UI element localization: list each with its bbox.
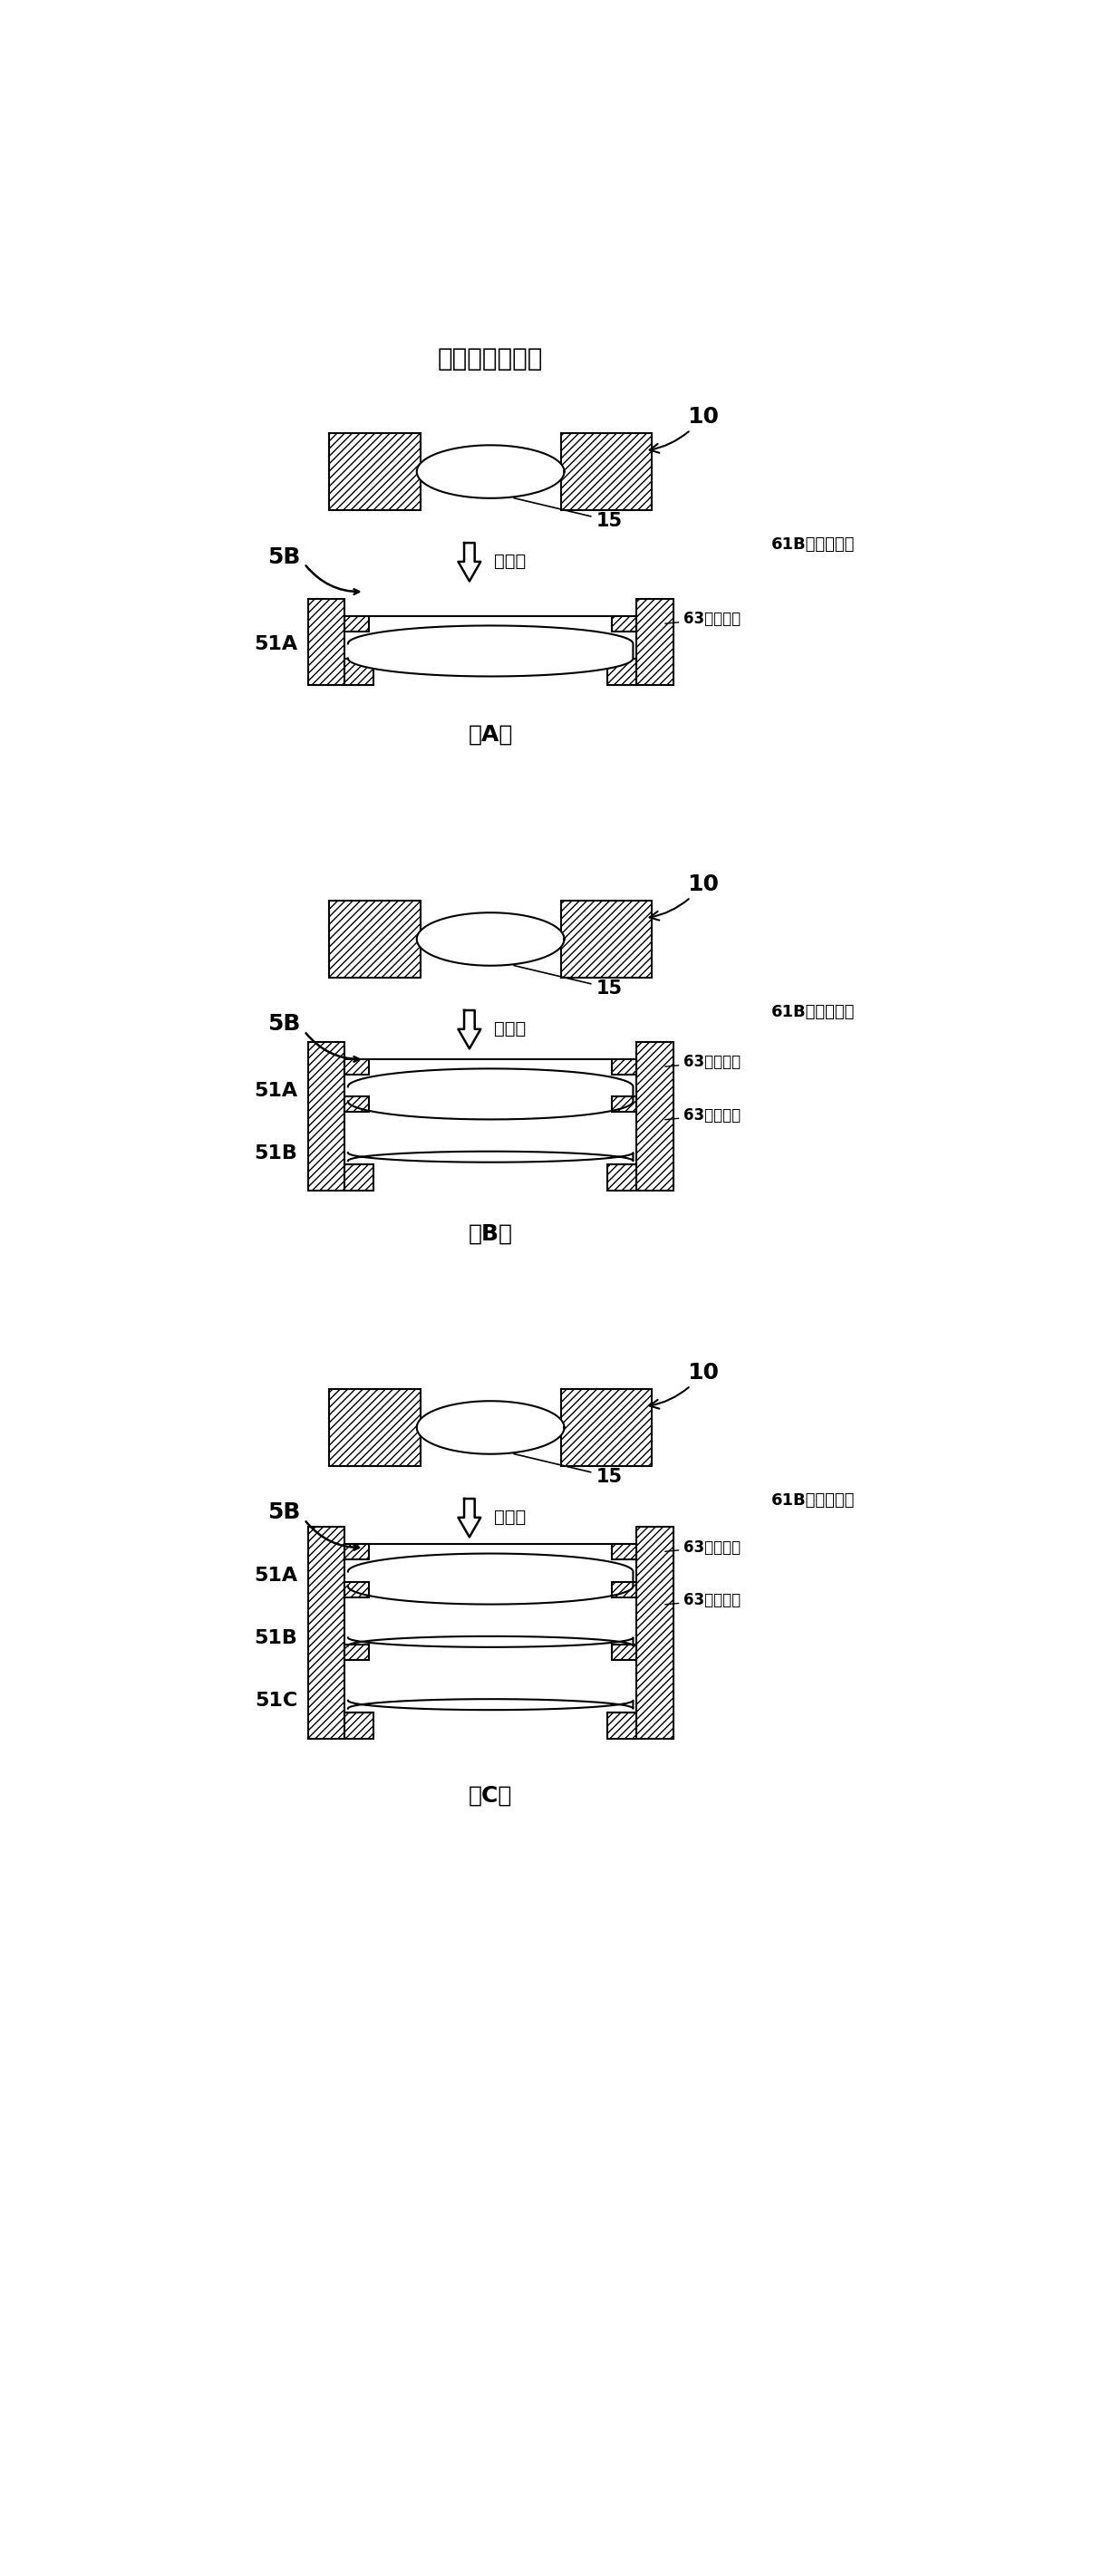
Text: 51B: 51B (254, 1144, 297, 1162)
Text: 15: 15 (514, 966, 623, 997)
Polygon shape (348, 1553, 633, 1605)
Text: 15: 15 (514, 497, 623, 531)
Text: 61B；透镜镜筒: 61B；透镜镜筒 (772, 536, 856, 554)
Bar (344, 1543, 369, 1558)
Text: 63；间隔环: 63；间隔环 (665, 1054, 741, 1072)
Bar (612, 1097, 636, 1113)
Bar (560, 902, 652, 976)
Bar (329, 902, 420, 976)
Text: 10: 10 (649, 404, 719, 453)
Polygon shape (417, 912, 565, 966)
Text: （A）: （A） (468, 724, 512, 744)
Polygon shape (417, 1401, 565, 1453)
Bar (560, 1388, 652, 1466)
Text: 51C: 51C (254, 1692, 297, 1710)
Text: 10: 10 (649, 1363, 719, 1409)
Text: 63；间隔环: 63；间隔环 (665, 611, 741, 629)
Bar (307, 1041, 344, 1190)
Bar (636, 1041, 673, 1190)
Bar (329, 433, 420, 510)
Text: 51A: 51A (254, 1082, 297, 1100)
Text: 10: 10 (649, 873, 719, 920)
Bar (612, 1643, 636, 1659)
Bar (607, 1713, 636, 1739)
Bar (636, 1528, 673, 1739)
Bar (607, 659, 636, 685)
Bar (560, 433, 652, 510)
Bar (612, 1059, 636, 1074)
Text: 5B: 5B (267, 1502, 301, 1522)
Bar (607, 1164, 636, 1190)
Text: 61B；透镜镜筒: 61B；透镜镜筒 (772, 1492, 856, 1510)
Bar (344, 1097, 369, 1113)
Text: 63；间隔环: 63；间隔环 (665, 1592, 741, 1607)
Text: 51A: 51A (254, 1566, 297, 1584)
Text: 15: 15 (514, 1453, 623, 1486)
Text: （B）: （B） (468, 1224, 512, 1244)
Text: 51A: 51A (254, 634, 297, 654)
Polygon shape (348, 626, 633, 677)
Text: 61B；透镜镜筒: 61B；透镜镜筒 (772, 1005, 856, 1020)
Text: 从上测定的情况: 从上测定的情况 (438, 345, 544, 371)
Bar (329, 1388, 420, 1466)
Text: 63；间隔环: 63；间隔环 (665, 1108, 741, 1123)
Bar (344, 659, 374, 685)
Polygon shape (458, 1499, 480, 1538)
Bar (612, 1582, 636, 1597)
Text: 测定光: 测定光 (494, 1507, 526, 1525)
Bar (636, 598, 673, 685)
Text: （C）: （C） (469, 1785, 512, 1806)
Polygon shape (458, 1010, 480, 1048)
Bar (612, 616, 636, 631)
Bar (307, 598, 344, 685)
Bar (344, 1164, 374, 1190)
Polygon shape (348, 1151, 633, 1162)
Bar (307, 1528, 344, 1739)
Polygon shape (458, 544, 480, 582)
Bar (344, 1713, 374, 1739)
Polygon shape (348, 1069, 633, 1121)
Text: 5B: 5B (267, 1012, 301, 1036)
Text: 测定光: 测定光 (494, 551, 526, 569)
Polygon shape (348, 1700, 633, 1710)
Polygon shape (417, 446, 565, 497)
Bar (344, 1643, 369, 1659)
Text: 51B: 51B (254, 1628, 297, 1646)
Text: 5B: 5B (267, 546, 301, 567)
Text: 测定光: 测定光 (494, 1020, 526, 1038)
Polygon shape (348, 1636, 633, 1646)
Bar (344, 1059, 369, 1074)
Text: 63；间隔环: 63；间隔环 (665, 1538, 741, 1556)
Bar (612, 1543, 636, 1558)
Bar (344, 1582, 369, 1597)
Bar (344, 616, 369, 631)
